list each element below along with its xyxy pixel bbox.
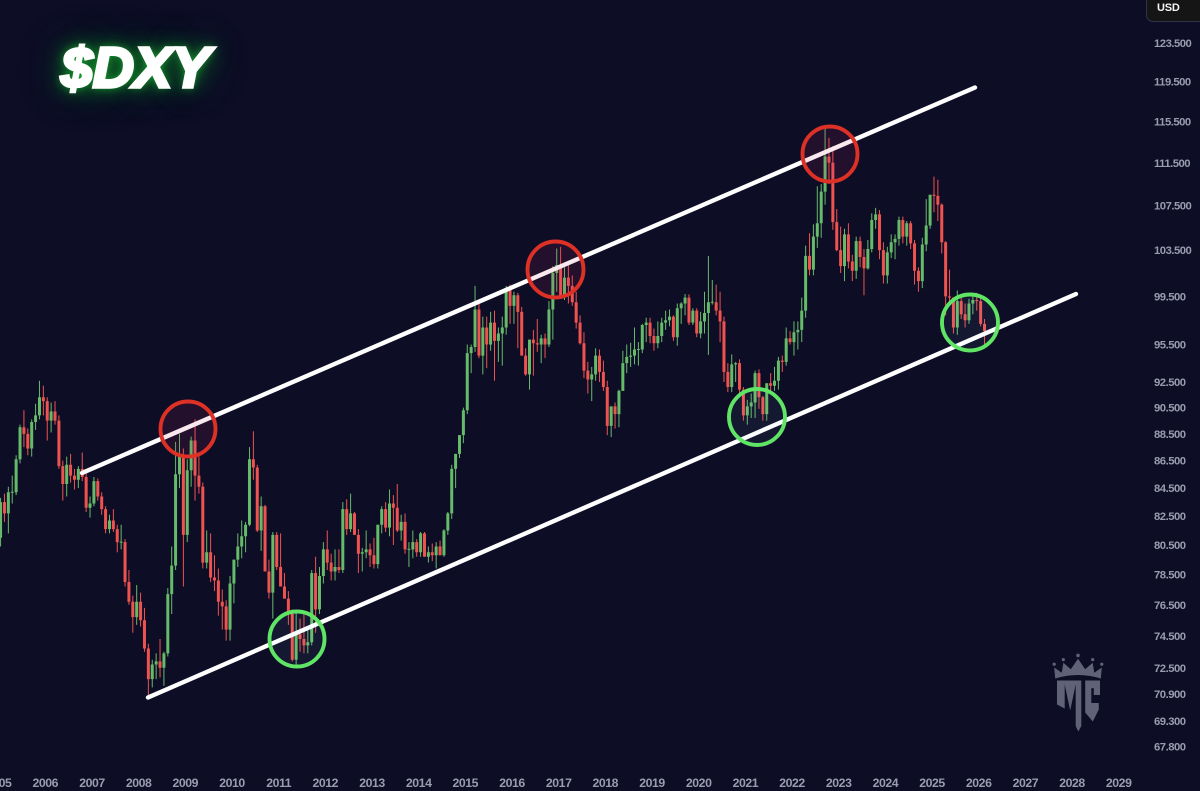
svg-text:2028: 2028 xyxy=(1059,776,1085,790)
svg-text:2018: 2018 xyxy=(593,776,619,790)
svg-text:123.500: 123.500 xyxy=(1154,38,1192,50)
svg-text:92.500: 92.500 xyxy=(1154,377,1186,389)
svg-text:95.500: 95.500 xyxy=(1154,340,1186,352)
svg-text:111.500: 111.500 xyxy=(1154,158,1190,170)
svg-text:78.500: 78.500 xyxy=(1154,570,1186,582)
svg-text:2020: 2020 xyxy=(686,776,712,790)
svg-text:67.800: 67.800 xyxy=(1154,741,1186,753)
svg-text:2015: 2015 xyxy=(453,776,479,790)
svg-text:2029: 2029 xyxy=(1106,776,1132,790)
svg-text:2019: 2019 xyxy=(639,776,665,790)
svg-text:2009: 2009 xyxy=(173,776,199,790)
svg-text:2022: 2022 xyxy=(779,776,805,790)
svg-text:2013: 2013 xyxy=(359,776,385,790)
svg-text:2027: 2027 xyxy=(1013,776,1039,790)
svg-text:2024: 2024 xyxy=(873,776,899,790)
svg-text:69.300: 69.300 xyxy=(1154,716,1186,728)
svg-text:90.500: 90.500 xyxy=(1154,403,1186,415)
svg-text:2025: 2025 xyxy=(919,776,945,790)
svg-text:99.500: 99.500 xyxy=(1154,291,1186,303)
svg-text:2010: 2010 xyxy=(219,776,245,790)
svg-text:2016: 2016 xyxy=(499,776,525,790)
svg-text:2023: 2023 xyxy=(826,776,852,790)
svg-text:2017: 2017 xyxy=(546,776,572,790)
svg-text:2014: 2014 xyxy=(406,776,432,790)
svg-text:70.900: 70.900 xyxy=(1154,689,1186,701)
svg-text:88.500: 88.500 xyxy=(1154,429,1186,441)
svg-text:2006: 2006 xyxy=(33,776,59,790)
svg-text:86.500: 86.500 xyxy=(1154,456,1186,468)
svg-text:76.500: 76.500 xyxy=(1154,600,1186,612)
svg-text:119.500: 119.500 xyxy=(1154,77,1191,89)
svg-text:103.500: 103.500 xyxy=(1154,245,1192,257)
svg-text:74.500: 74.500 xyxy=(1154,631,1186,643)
svg-text:72.500: 72.500 xyxy=(1154,663,1186,675)
svg-text:2011: 2011 xyxy=(266,776,291,790)
svg-text:107.500: 107.500 xyxy=(1154,201,1192,213)
svg-text:2012: 2012 xyxy=(313,776,339,790)
svg-text:2005: 2005 xyxy=(0,776,12,790)
svg-text:2007: 2007 xyxy=(79,776,105,790)
svg-text:2026: 2026 xyxy=(966,776,992,790)
svg-text:2021: 2021 xyxy=(733,776,759,790)
svg-text:2008: 2008 xyxy=(126,776,152,790)
svg-text:80.500: 80.500 xyxy=(1154,540,1186,552)
svg-text:115.500: 115.500 xyxy=(1154,117,1191,129)
svg-text:84.500: 84.500 xyxy=(1154,483,1186,495)
svg-text:82.500: 82.500 xyxy=(1154,511,1186,523)
